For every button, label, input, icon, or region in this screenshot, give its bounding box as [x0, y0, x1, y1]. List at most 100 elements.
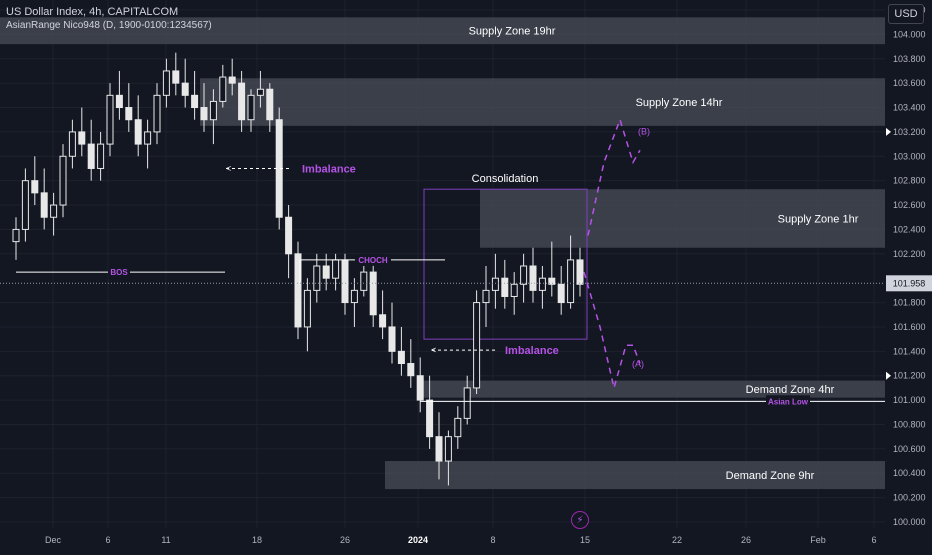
- price-tick-label: 100.800: [893, 419, 926, 429]
- price-tick-label: 101.400: [893, 346, 926, 356]
- candle-body: [426, 399, 434, 438]
- candle-body: [322, 265, 330, 279]
- zone-label: Supply Zone 19hr: [469, 26, 556, 38]
- time-tick-label: Feb: [810, 535, 826, 545]
- time-tick-label: 26: [340, 535, 350, 545]
- candle-body: [576, 259, 584, 285]
- candle-body: [557, 283, 565, 304]
- candle-body: [78, 131, 86, 145]
- candle-body: [444, 436, 452, 462]
- price-tick-label: 102.600: [893, 200, 926, 210]
- candle-body: [247, 94, 255, 121]
- time-tick-label: 26: [741, 535, 751, 545]
- candle-body: [341, 259, 349, 304]
- price-tick-label: 102.400: [893, 224, 926, 234]
- price-tick-label: 103.600: [893, 78, 926, 88]
- time-tick-label: 15: [580, 535, 590, 545]
- candle-body: [200, 107, 208, 121]
- candle-body: [172, 70, 180, 84]
- candle-body: [256, 88, 264, 96]
- candle-body: [106, 94, 114, 145]
- price-tick-label: 104.000: [893, 29, 926, 39]
- time-tick-label: 6: [871, 535, 876, 545]
- zone-rect: [200, 78, 885, 126]
- price-tick-label: 101.200: [893, 371, 926, 381]
- last-price-badge: [886, 275, 932, 292]
- price-tick-label: 100.000: [893, 517, 926, 527]
- imbalance-label: Imbalance: [505, 345, 559, 357]
- candle-body: [435, 436, 443, 462]
- candle-body: [510, 283, 518, 297]
- candle-body: [191, 94, 199, 109]
- time-tick-label: 6: [105, 535, 110, 545]
- candle-body: [97, 143, 105, 169]
- candle-body: [520, 265, 528, 285]
- price-tick-label: 100.600: [893, 444, 926, 454]
- candle-body: [219, 76, 227, 102]
- candle-body: [285, 216, 293, 255]
- zone-label: Demand Zone 9hr: [726, 470, 815, 482]
- zone-rect: [480, 189, 885, 248]
- axis-marker-icon: [886, 371, 891, 380]
- price-tick-label: 103.200: [893, 127, 926, 137]
- candle-body: [40, 192, 48, 218]
- candle-body: [548, 277, 556, 285]
- candle-body: [473, 302, 481, 389]
- candle-body: [153, 94, 161, 133]
- price-tick-label: 102.800: [893, 176, 926, 186]
- choch-label-bg: [355, 253, 391, 266]
- candle-body: [50, 204, 58, 218]
- candle-body: [87, 143, 95, 169]
- price-tick-label: 101.000: [893, 395, 926, 405]
- candle-body: [181, 82, 189, 96]
- candle-body: [238, 82, 246, 121]
- asian-low-label: Asian Low: [768, 397, 809, 406]
- candle-body: [134, 119, 142, 145]
- currency-button[interactable]: USD: [888, 4, 924, 24]
- zone-label: Supply Zone 1hr: [778, 213, 859, 225]
- time-tick-label: 11: [161, 535, 170, 545]
- zone-label: Demand Zone 4hr: [746, 384, 835, 396]
- price-tick-label: 103.400: [893, 103, 926, 113]
- candle-body: [501, 277, 509, 297]
- lightning-icon[interactable]: ⚡: [571, 511, 589, 529]
- projection-path-b: [587, 117, 641, 236]
- price-tick-label: 102.200: [893, 249, 926, 259]
- candle-body: [332, 259, 340, 279]
- price-tick-label: 100.200: [893, 493, 926, 503]
- candle-body: [144, 131, 152, 145]
- price-axis[interactable]: [886, 0, 932, 550]
- candle-body: [388, 326, 396, 352]
- candle-body: [416, 375, 424, 401]
- candle-body: [31, 180, 39, 194]
- time-tick-label: 18: [252, 535, 262, 545]
- candle-body: [209, 100, 217, 121]
- candle-body: [482, 289, 490, 304]
- axis-marker-icon: [886, 127, 891, 136]
- candle-body: [228, 76, 236, 84]
- candle-body: [59, 155, 67, 206]
- candle-body: [369, 271, 377, 316]
- candle-body: [266, 88, 274, 121]
- imbalance-arrowhead: <: [431, 345, 436, 355]
- candle-body: [294, 253, 302, 328]
- price-tick-label: 100.400: [893, 468, 926, 478]
- zone-label: Supply Zone 14hr: [636, 97, 723, 109]
- candle-body: [12, 228, 20, 243]
- candle-body: [407, 363, 415, 377]
- candle-body: [529, 265, 537, 291]
- candle-body: [21, 180, 29, 230]
- indicator-title: AsianRange Nico948 (D, 1900-0100:1234567…: [6, 20, 212, 31]
- candle-body: [350, 289, 358, 304]
- time-tick-label: 8: [490, 535, 495, 545]
- candle-body: [463, 387, 471, 419]
- candle-body: [397, 350, 405, 365]
- choch-label: CHOCH: [358, 256, 388, 265]
- bos-label-bg: [108, 266, 130, 279]
- last-price-label: 101.958: [893, 278, 926, 288]
- imbalance-label: Imbalance: [302, 163, 356, 175]
- time-axis[interactable]: [0, 528, 886, 550]
- point-a-label: (A): [632, 359, 644, 369]
